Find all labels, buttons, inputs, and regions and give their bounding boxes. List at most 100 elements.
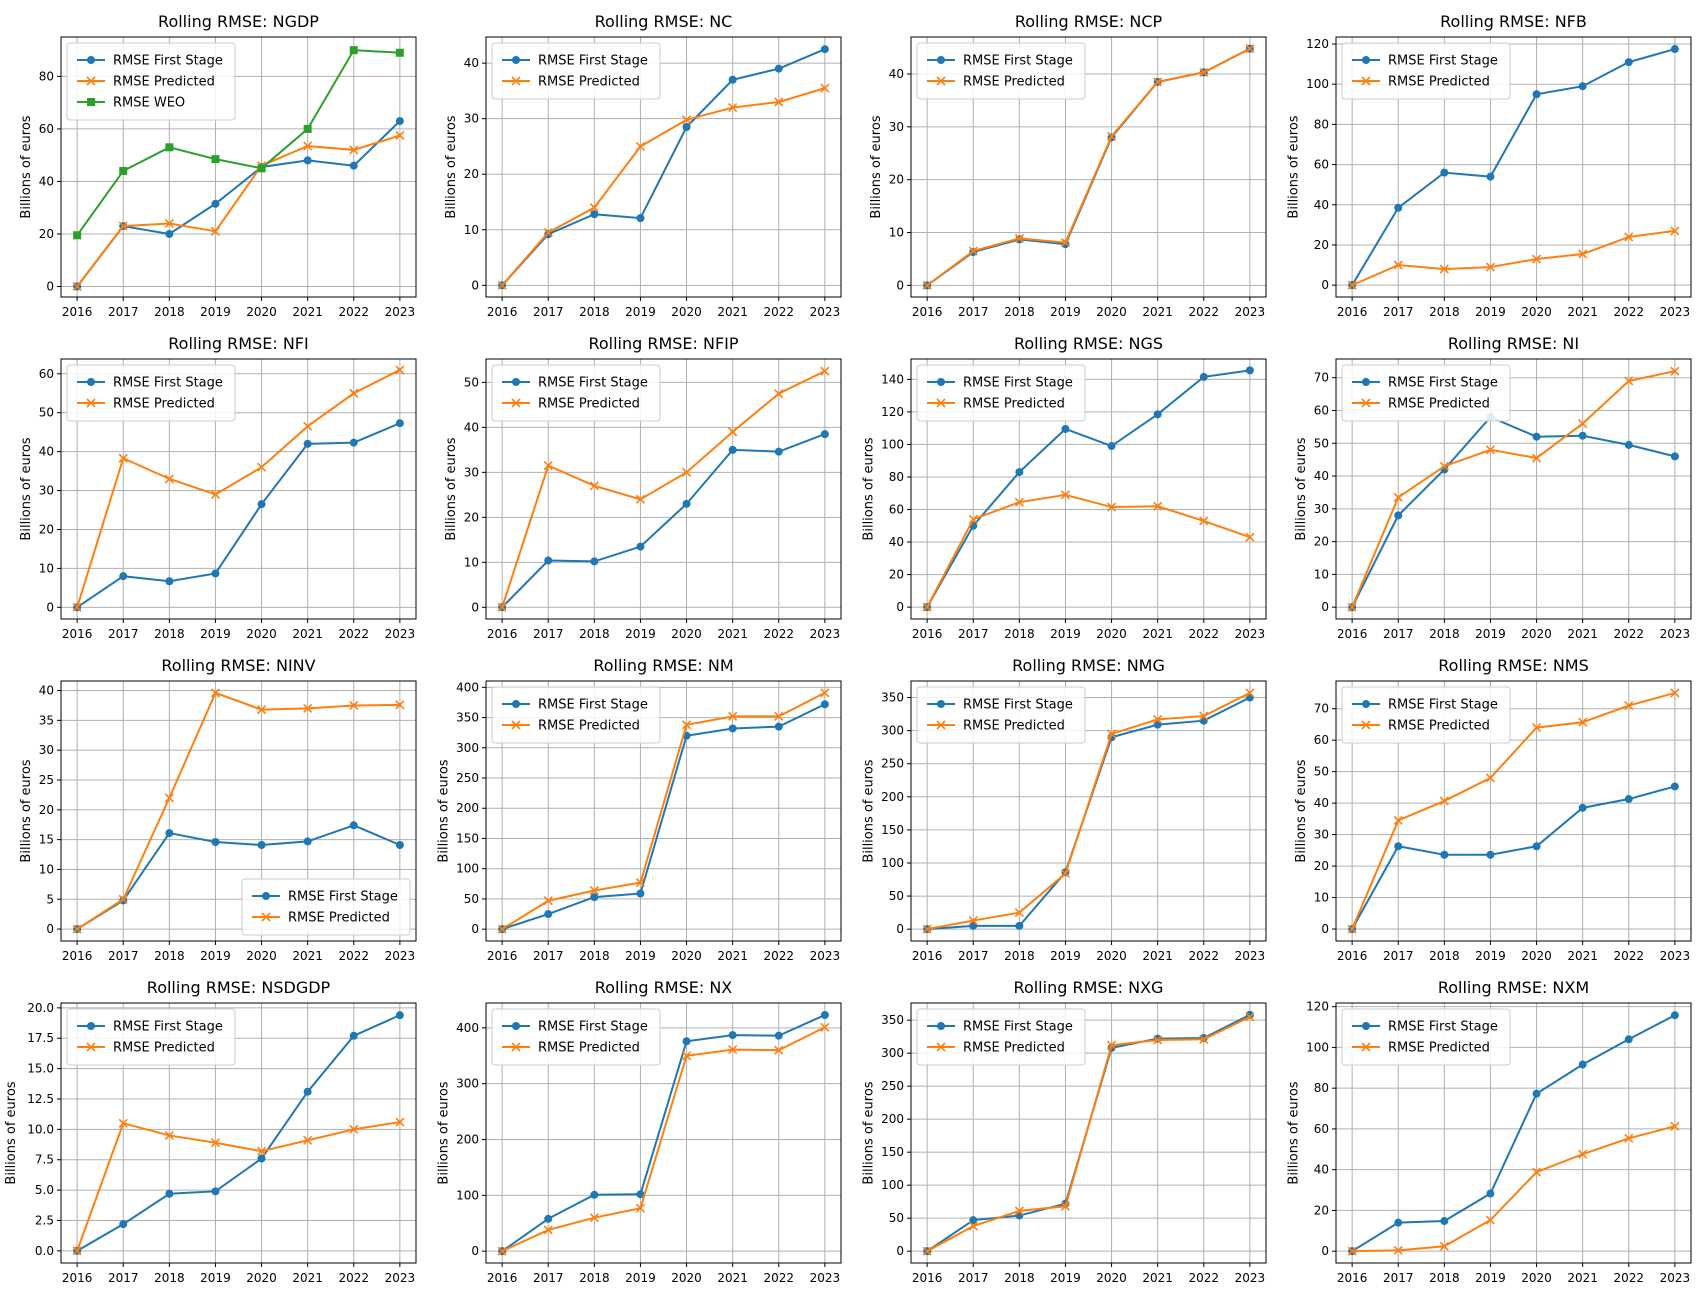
x-tick-label: 2016 [62,949,93,963]
y-tick-label: 50 [464,375,479,389]
data-point [497,602,507,612]
x-tick-label: 2021 [292,1271,323,1285]
x-tick-label: 2018 [579,949,610,963]
data-point [1394,842,1403,851]
x-tick-label: 2020 [1521,627,1552,641]
y-tick-label: 50 [889,889,904,903]
data-point [1106,502,1117,512]
data-point [1153,77,1163,87]
y-axis-label: Billions of euros [862,759,877,862]
data-point [1347,280,1357,290]
x-tick-label: 2017 [1383,949,1414,963]
y-axis-label: Billions of euros [19,115,34,218]
x-tick-label: 2019 [625,627,656,641]
data-point [1485,773,1496,783]
data-point [922,602,932,612]
x-tick-label: 2019 [200,949,231,963]
legend: RMSE First Stage RMSE Predicted RMSE WEO [66,42,236,121]
x-tick-label: 2018 [1004,627,1035,641]
data-point [1578,803,1587,812]
data-point [1245,532,1255,542]
x-tick-label: 2018 [154,627,185,641]
data-point [210,1138,221,1148]
data-point [1624,376,1634,386]
legend-label: RMSE First Stage [1388,54,1498,69]
x-tick-label: 2017 [533,1271,564,1285]
axes-frame [60,358,417,620]
subplot-title: Rolling RMSE: NMG [1012,656,1165,675]
data-point [1670,226,1680,236]
axes-frame [1335,680,1692,942]
legend-label: RMSE First Stage [113,376,223,391]
series-line [501,433,826,609]
x-tick-label: 2016 [1337,305,1368,319]
x-tick-label: 2016 [487,627,518,641]
data-point [1199,372,1208,381]
data-point [968,915,978,926]
x-tick-label: 2023 [1660,305,1691,319]
data-point [395,1011,404,1020]
legend-marker [937,1022,945,1030]
y-tick-label: 60 [1314,1122,1329,1136]
data-point [256,1146,267,1156]
y-tick-label: 35 [39,713,54,727]
data-point [164,793,174,803]
series-line [501,48,826,287]
legend-label: RMSE First Stage [963,54,1073,69]
y-tick-label: 80 [889,470,904,484]
axes-frame [910,1002,1267,1264]
data-point [395,365,405,375]
x-tick-label: 2022 [763,949,794,963]
data-point [1439,796,1449,806]
data-point [1153,410,1162,419]
data-point [395,419,404,428]
subplot-title: Rolling RMSE: NSDGDP [147,978,331,997]
data-point [635,494,646,504]
y-tick-label: 300 [456,1077,479,1091]
data-point [1347,1246,1357,1256]
data-point [1624,440,1633,449]
legend-box [1341,1008,1511,1066]
series-line [926,47,1251,287]
y-tick-label: 20 [39,522,54,536]
data-point [1394,511,1403,520]
x-tick-label: 2020 [1521,949,1552,963]
y-tick-label: 0 [471,1244,479,1258]
series-line [76,422,401,609]
y-tick-label: 100 [456,1188,479,1202]
x-tick-label: 2022 [763,627,794,641]
data-point [165,143,174,152]
data-point [820,83,830,93]
x-tick-label: 2016 [912,627,943,641]
x-tick-label: 2022 [1188,949,1219,963]
x-tick-label: 2020 [246,1271,277,1285]
y-tick-label: 15 [39,833,54,847]
legend-marker [936,1042,946,1052]
x-tick-label: 2022 [763,1271,794,1285]
data-point [1670,688,1680,698]
data-point [1624,1133,1634,1143]
data-point [1199,1034,1209,1044]
legend-marker [936,76,946,86]
legend-marker [512,1022,520,1030]
data-point [1485,445,1496,455]
legend-label: RMSE Predicted [113,397,215,412]
data-point [635,878,646,888]
data-point [165,577,174,586]
y-tick-label: 250 [456,771,479,785]
y-tick-label: 20 [1314,1203,1329,1217]
series-line [76,824,401,930]
y-axis-label: Billions of euros [444,115,459,218]
subplot-14: 2016 2017 2018 2019 2020 2021 2022 2023 0 50 100 15… [862,978,1267,1285]
legend-label: RMSE First Stage [113,54,223,69]
data-point [1014,1206,1024,1216]
data-point [1485,262,1496,272]
data-point [922,924,932,934]
data-point [1060,869,1071,879]
y-tick-label: 120 [881,405,904,419]
y-tick-label: 60 [1314,733,1329,747]
x-tick-label: 2021 [1142,1271,1173,1285]
data-point [1578,249,1588,259]
x-tick-label: 2022 [1188,305,1219,319]
data-point [257,840,266,849]
